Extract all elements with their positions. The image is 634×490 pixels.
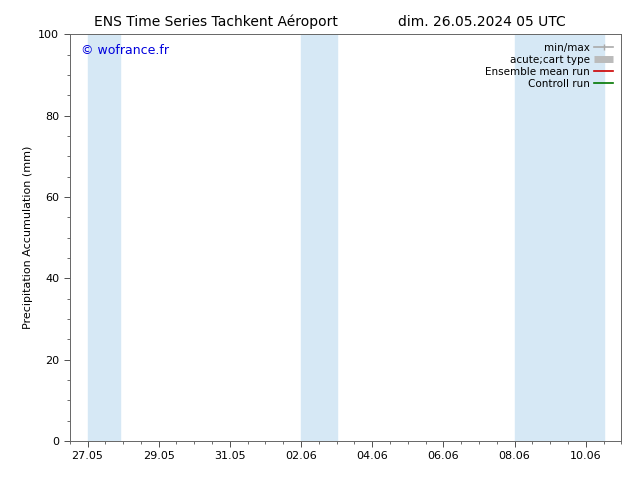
Text: © wofrance.fr: © wofrance.fr [81,45,169,57]
Legend: min/max, acute;cart type, Ensemble mean run, Controll run: min/max, acute;cart type, Ensemble mean … [482,40,616,92]
Y-axis label: Precipitation Accumulation (mm): Precipitation Accumulation (mm) [23,146,33,329]
Bar [87,34,120,441]
Bar [515,34,604,441]
Text: dim. 26.05.2024 05 UTC: dim. 26.05.2024 05 UTC [398,15,566,29]
Text: ENS Time Series Tachkent Aéroport: ENS Time Series Tachkent Aéroport [94,15,337,29]
Bar [301,34,337,441]
